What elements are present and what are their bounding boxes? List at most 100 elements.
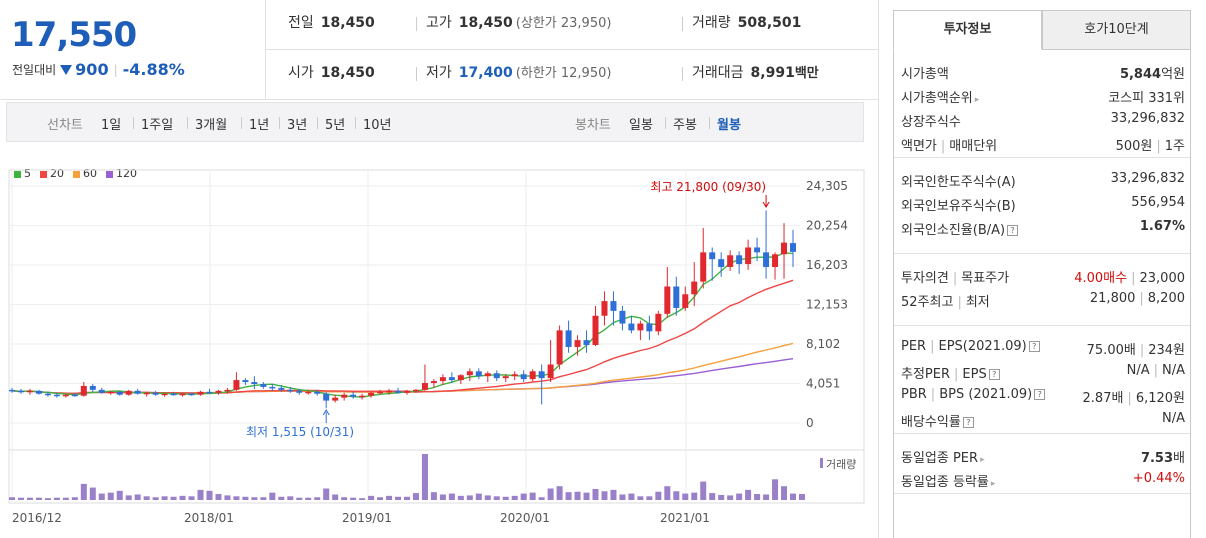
info-key-2: 매매단위: [949, 139, 998, 154]
tab-1day[interactable]: 1일: [101, 118, 122, 133]
volume-bar: [745, 489, 752, 500]
info-tabs: 투자정보 호가10단계: [893, 10, 1191, 50]
key-separator: |: [957, 295, 962, 310]
quote-label: 거래대금: [692, 65, 744, 81]
candle-body: [233, 380, 240, 390]
tab-investment-info[interactable]: 투자정보: [893, 10, 1042, 50]
info-key: 외국인한도주식수(A): [901, 175, 1016, 190]
tab-orderbook-10[interactable]: 호가10단계: [1042, 10, 1191, 50]
quote-label: 거래량: [692, 15, 731, 31]
candle-body: [736, 255, 743, 265]
info-key-group: 배당수익률?: [901, 411, 974, 430]
info-key: 액면가: [901, 139, 937, 154]
info-value-group: 4.00매수 | 23,000: [1074, 267, 1185, 286]
info-value: 2.87배: [1082, 391, 1124, 406]
tab-weekly[interactable]: 주봉: [673, 118, 697, 133]
info-key: 배당수익률: [901, 415, 961, 430]
quote-value: 18,450: [320, 15, 375, 31]
tab-3month[interactable]: 3개월: [195, 118, 228, 133]
volume-bar: [17, 497, 24, 500]
volume-bar: [314, 497, 321, 500]
tab-monthly[interactable]: 월봉: [717, 118, 741, 133]
volume-bar: [484, 495, 491, 500]
chevron-right-icon[interactable]: ▸: [974, 95, 980, 105]
info-row: 액면가 | 매매단위 500원 | 1주: [901, 132, 1185, 156]
quote-row-1: 전일 18,450 고가 18,450 (상한가 23,950) 거래량 508,501: [266, 0, 878, 50]
info-key-2: EPS(2021.09): [938, 339, 1027, 354]
info-section-4: PER | EPS(2021.09)? 75.00배 | 234원 추정PER | EPS? N/…: [894, 326, 1190, 434]
chevron-right-icon[interactable]: ▸: [990, 479, 996, 489]
quote-open: 시가 18,450: [288, 62, 375, 82]
legend-swatch: [73, 170, 80, 178]
tab-1year[interactable]: 1년: [249, 118, 270, 133]
candle-body: [700, 252, 707, 282]
tab-1week[interactable]: 1주일: [141, 118, 174, 133]
tab-separator: [317, 117, 318, 129]
candle-body: [466, 371, 473, 376]
info-key-group: PBR | BPS (2021.09)?: [901, 387, 1046, 402]
help-icon[interactable]: ?: [1028, 341, 1040, 352]
volume-bar: [350, 497, 357, 500]
volume-bar: [233, 496, 240, 500]
tab-separator: [187, 117, 188, 129]
y-tick-label: 0: [806, 416, 814, 430]
tab-daily[interactable]: 일봉: [629, 118, 653, 133]
help-icon[interactable]: ?: [988, 369, 1000, 380]
volume-bar: [134, 494, 141, 500]
quote-label: 전일: [288, 15, 314, 31]
volume-bar: [691, 492, 698, 500]
legend-swatch: [106, 170, 113, 178]
key-separator: |: [930, 339, 935, 354]
info-value-group: 556,954: [1131, 195, 1185, 210]
y-tick-label: 12,153: [806, 298, 848, 312]
info-key: 동일업종 등락률: [901, 475, 989, 490]
tab-10year[interactable]: 10년: [363, 118, 392, 133]
tab-separator: [279, 117, 280, 129]
candle-body: [475, 371, 482, 377]
legend-ma5: 5: [14, 167, 31, 180]
tab-separator: [709, 117, 710, 129]
legend-swatch: [14, 170, 21, 178]
line-chart-heading: 선차트: [47, 118, 83, 133]
candle-body: [377, 391, 384, 394]
tab-3year[interactable]: 3년: [287, 118, 308, 133]
high-arrow-head: [762, 201, 770, 208]
candle-body: [448, 377, 455, 381]
candle-body: [763, 252, 770, 267]
info-key: 추정PER: [901, 367, 951, 382]
quote-grid: 전일 18,450 고가 18,450 (상한가 23,950) 거래량 508,501…: [266, 0, 878, 100]
volume-bar: [71, 497, 78, 500]
volume-bar: [170, 496, 177, 500]
info-section-3: 투자의견 | 목표주가 4.00매수 | 23,000 52주최고 | 최저 21,800 | 8,2…: [894, 254, 1190, 326]
candle-body: [718, 259, 725, 267]
volume-bar: [538, 497, 545, 500]
candle-body: [35, 390, 42, 394]
help-icon[interactable]: ?: [962, 417, 974, 428]
volume-bar: [215, 494, 222, 500]
tab-5year[interactable]: 5년: [325, 118, 346, 133]
y-tick-label: 8,102: [806, 337, 840, 351]
candle-body: [278, 387, 285, 390]
candle-body: [350, 394, 357, 397]
ma-line-120: [11, 358, 794, 395]
info-value: 556,954: [1131, 195, 1185, 210]
stock-chart[interactable]: 24,305 20,254 16,203 12,153 8,102 4,051 0 2016/…: [0, 150, 878, 538]
info-key: 동일업종 PER: [901, 451, 979, 466]
help-icon[interactable]: ?: [1007, 225, 1019, 236]
key-separator: |: [952, 271, 958, 286]
volume-bar: [763, 494, 770, 500]
candle-body: [439, 377, 446, 382]
volume-bar: [269, 492, 276, 500]
high-annotation: 최고 21,800 (09/30): [650, 180, 766, 194]
help-icon[interactable]: ?: [1034, 389, 1046, 400]
candle-body: [457, 375, 464, 381]
candle-body: [197, 391, 204, 395]
quote-divider: [682, 17, 683, 31]
candle-body: [242, 380, 249, 383]
candle-body: [691, 281, 698, 295]
key-separator: |: [940, 139, 946, 154]
chevron-right-icon[interactable]: ▸: [980, 455, 985, 465]
volume-bar: [35, 497, 42, 500]
quote-divider: [416, 17, 417, 31]
info-value-2: 234원: [1148, 343, 1185, 358]
